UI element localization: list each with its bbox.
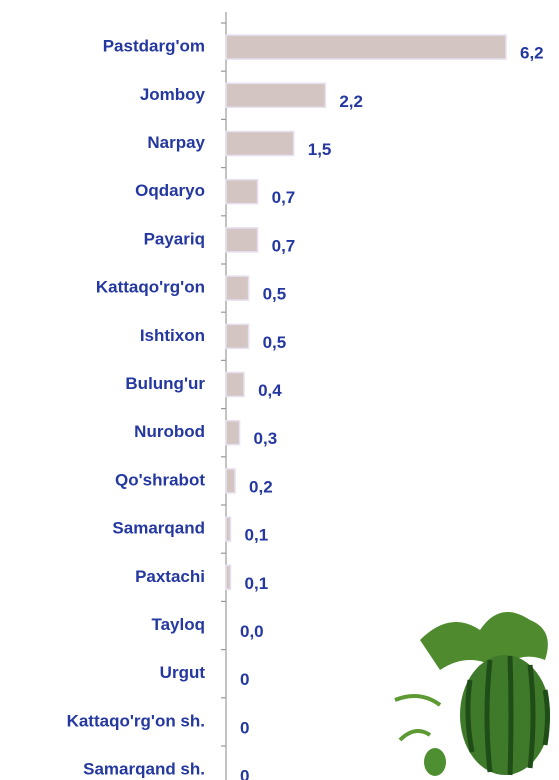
bar bbox=[226, 276, 249, 300]
value-label: 0,3 bbox=[254, 429, 278, 448]
bar bbox=[226, 517, 231, 541]
category-label: Pastdarg'om bbox=[103, 37, 205, 56]
value-label: 0,0 bbox=[240, 622, 264, 641]
bar bbox=[226, 373, 244, 397]
watermelon-illustration bbox=[395, 612, 550, 776]
category-label: Narpay bbox=[147, 133, 205, 152]
value-label: 0,5 bbox=[263, 285, 287, 304]
bar bbox=[226, 324, 249, 348]
value-label: 0,7 bbox=[272, 188, 296, 207]
category-label: Oqdaryo bbox=[135, 181, 205, 200]
value-label: 6,2 bbox=[520, 44, 544, 63]
category-label: Jomboy bbox=[140, 85, 206, 104]
value-label: 0,1 bbox=[245, 574, 269, 593]
category-label: Samarqand sh. bbox=[83, 760, 205, 779]
value-label: 0 bbox=[240, 767, 249, 780]
value-label: 0 bbox=[240, 718, 249, 737]
category-label: Nurobod bbox=[134, 422, 205, 441]
chart: Pastdarg'om Jomboy Narpay Oqdaryo Payariq Kat… bbox=[0, 0, 559, 780]
category-label: Urgut bbox=[160, 663, 206, 682]
category-label: Samarqand bbox=[112, 519, 205, 538]
value-label: 0,1 bbox=[245, 526, 269, 545]
bar bbox=[226, 132, 294, 156]
category-label: Ishtixon bbox=[140, 326, 205, 345]
value-label: 1,5 bbox=[308, 140, 332, 159]
bar bbox=[226, 565, 231, 589]
category-label: Qo'shrabot bbox=[115, 470, 205, 489]
value-label: 0 bbox=[240, 670, 249, 689]
category-label: Payariq bbox=[144, 229, 205, 248]
bar bbox=[226, 180, 258, 204]
value-label: 0,5 bbox=[263, 333, 287, 352]
bar bbox=[226, 35, 506, 59]
category-label: Kattaqo'rg'on sh. bbox=[67, 711, 205, 730]
category-label: Paxtachi bbox=[135, 567, 205, 586]
bar bbox=[226, 469, 235, 493]
bar bbox=[226, 83, 325, 107]
value-label: 2,2 bbox=[339, 92, 363, 111]
value-label: 0,4 bbox=[258, 381, 282, 400]
category-label: Tayloq bbox=[151, 615, 205, 634]
bar bbox=[226, 421, 240, 445]
category-label: Bulung'ur bbox=[125, 374, 205, 393]
category-label: Kattaqo'rg'on bbox=[96, 278, 205, 297]
bar bbox=[226, 228, 258, 252]
value-label: 0,2 bbox=[249, 477, 273, 496]
value-label: 0,7 bbox=[272, 236, 296, 255]
